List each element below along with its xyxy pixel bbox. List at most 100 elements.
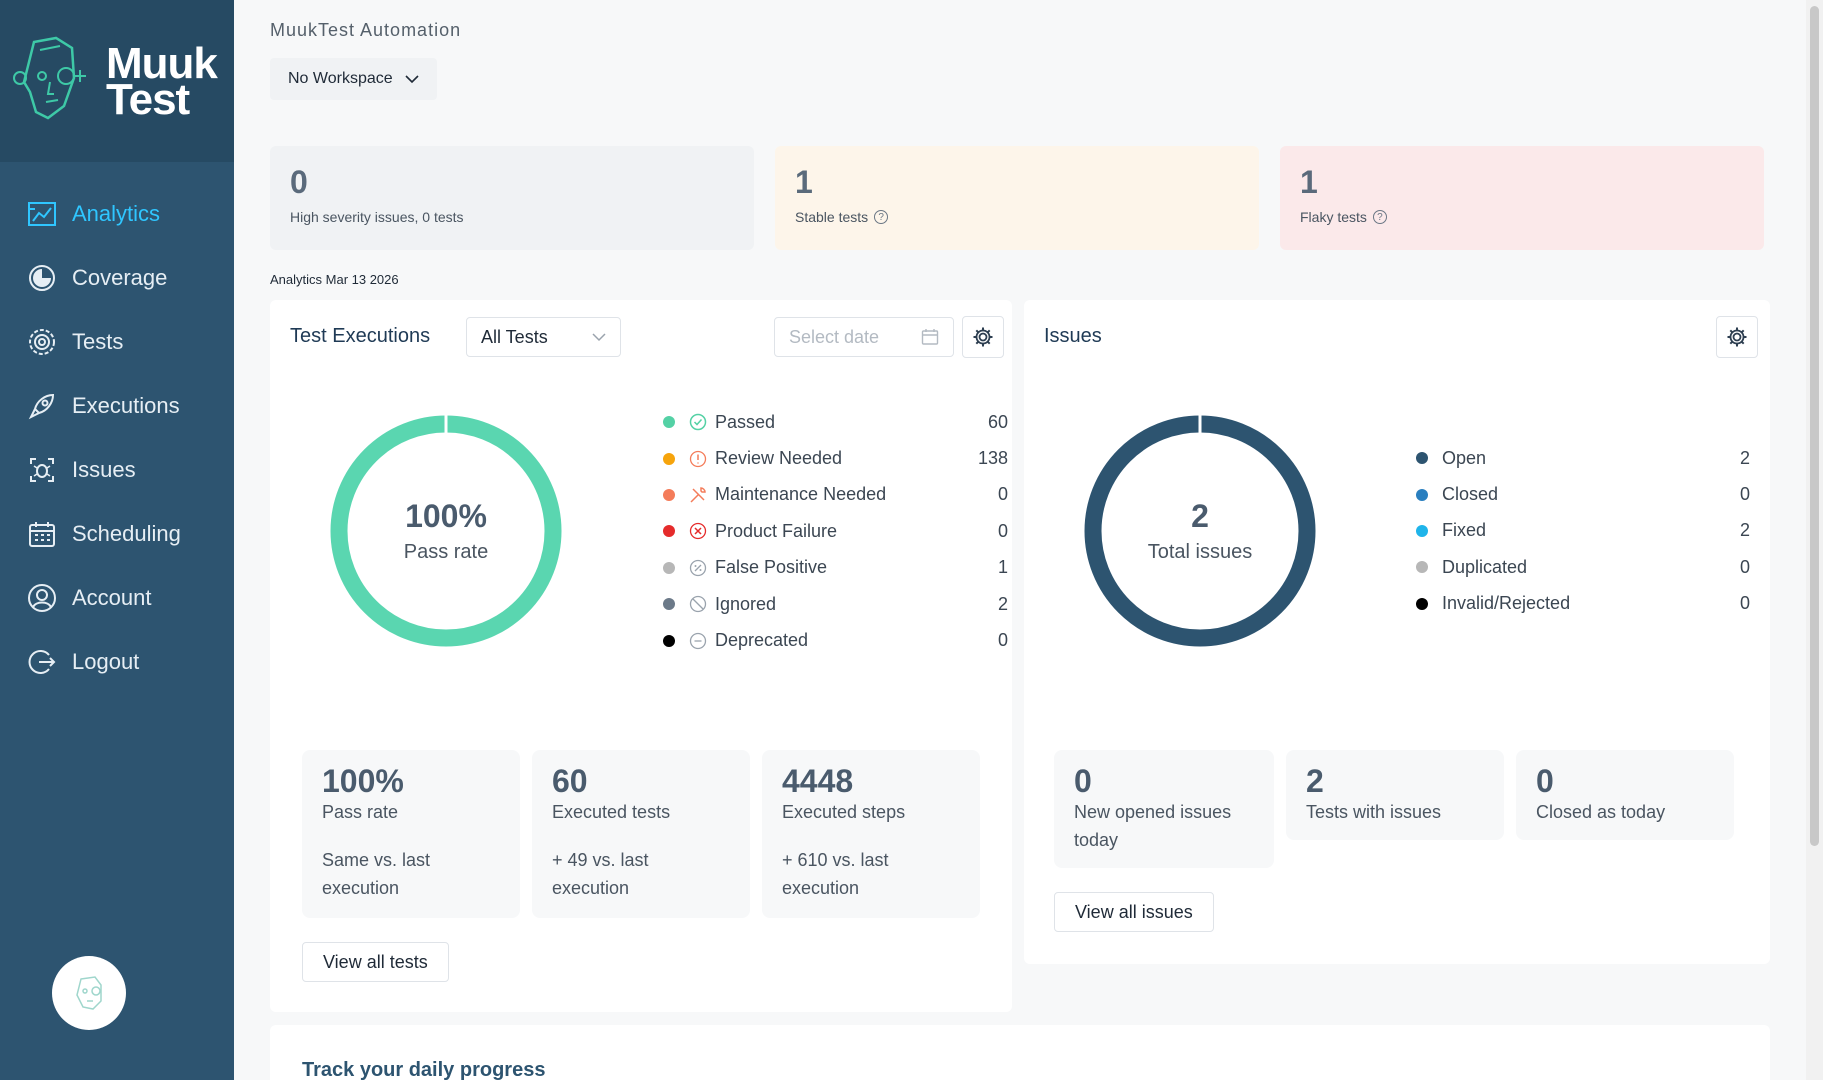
legend-value: 0 xyxy=(1739,593,1750,614)
sidebar-item-logout[interactable]: Logout xyxy=(0,630,234,694)
ban-icon xyxy=(689,595,707,613)
page-title: MuukTest Automation xyxy=(270,20,462,40)
stat-value: 1 xyxy=(1300,164,1318,200)
sidebar-nav: Analytics Coverage Tests Executions Issu… xyxy=(0,182,234,694)
stat-label-text: Stable tests xyxy=(795,209,869,225)
issues-settings-button[interactable] xyxy=(1716,316,1758,358)
legend-dot xyxy=(663,488,675,501)
stat-card-high-severity: 0 High severity issues, 0 tests xyxy=(270,146,754,250)
legend-value: 60 xyxy=(987,411,1008,432)
pass-rate-label: Pass rate xyxy=(403,541,489,563)
legend-value: 2 xyxy=(1739,520,1750,541)
executions-settings-button[interactable] xyxy=(962,316,1004,358)
workspace-select[interactable]: No Workspace xyxy=(270,58,437,100)
kpi-compare: + 49 vs. last execution xyxy=(552,850,649,898)
legend-dot xyxy=(663,525,675,538)
sidebar-item-label: Tests xyxy=(72,329,124,354)
legend-value: 138 xyxy=(977,448,1008,469)
gear-icon xyxy=(1727,327,1747,347)
legend-item-passed: Passed 60 xyxy=(663,404,1008,440)
stat-label: Stable tests? xyxy=(795,209,1239,225)
kpi-pass-rate: 100% Pass rate Same vs. last execution xyxy=(302,750,520,918)
legend-value: 0 xyxy=(997,630,1008,651)
logo[interactable]: Muuk Test xyxy=(0,0,234,162)
muuk-face-logo-icon xyxy=(13,36,86,120)
coverage-icon xyxy=(26,262,58,294)
legend-dot xyxy=(663,561,675,574)
date-picker-placeholder: Select date xyxy=(789,326,880,347)
help-icon[interactable]: ? xyxy=(1372,210,1387,224)
legend-value: 2 xyxy=(1739,447,1750,468)
kpi-label: Closed as today xyxy=(1536,802,1666,822)
kpi-compare: + 610 vs. last execution xyxy=(782,850,889,898)
kpi-value: 100% xyxy=(322,763,404,799)
stat-label-text: High severity issues, 0 tests xyxy=(290,209,464,225)
kpi-executed-tests: 60 Executed tests + 49 vs. last executio… xyxy=(532,750,750,918)
brand-line-1: Muuk xyxy=(106,39,218,88)
kpi-closed-as-today: 0 Closed as today xyxy=(1516,750,1734,840)
stat-label: Flaky tests? xyxy=(1300,209,1744,225)
page-scrollbar[interactable] xyxy=(1806,0,1823,1080)
sidebar-item-tests[interactable]: Tests xyxy=(0,310,234,374)
kpi-label: Executed tests xyxy=(552,802,671,822)
workspace-select-value: No Workspace xyxy=(288,70,393,87)
executions-legend: Passed 60 Review Needed 138 Maintenance … xyxy=(663,404,1008,659)
legend-dot xyxy=(1416,561,1428,574)
sidebar-item-scheduling[interactable]: Scheduling xyxy=(0,502,234,566)
sidebar-item-executions[interactable]: Executions xyxy=(0,374,234,438)
sidebar-item-issues[interactable]: Issues xyxy=(0,438,234,502)
donut-center: 2 Total issues xyxy=(1084,415,1316,647)
legend-dot xyxy=(663,598,675,611)
kpi-value: 4448 xyxy=(782,763,854,799)
issues-panel: Issues 2 Total issues Open 2 Closed xyxy=(1024,300,1770,964)
logout-icon xyxy=(26,646,58,678)
analytics-icon xyxy=(26,198,58,230)
sidebar-item-coverage[interactable]: Coverage xyxy=(0,246,234,310)
stat-card-flaky-tests: 1 Flaky tests? xyxy=(1280,146,1764,250)
view-all-issues-button[interactable]: View all issues xyxy=(1054,892,1214,932)
tools-icon xyxy=(689,486,707,504)
kpi-label: Tests with issues xyxy=(1306,802,1442,822)
main-content: MuukTest Automation No Workspace 0 High … xyxy=(234,0,1800,1080)
legend-label: Ignored xyxy=(715,593,777,614)
pass-rate-value: 100% xyxy=(405,498,487,534)
legend-item-false-positive: False Positive 1 xyxy=(663,550,1008,586)
pass-rate-ring xyxy=(330,415,562,647)
legend-label: Deprecated xyxy=(715,630,809,651)
kpi-label: Executed steps xyxy=(782,802,906,822)
date-picker[interactable]: Select date xyxy=(774,317,954,357)
help-icon[interactable]: ? xyxy=(874,210,889,224)
legend-value: 0 xyxy=(997,484,1008,505)
legend-item-duplicated: Duplicated 0 xyxy=(1416,549,1750,585)
chevron-down-icon xyxy=(592,333,606,342)
kpi-value: 60 xyxy=(552,763,588,799)
user-icon xyxy=(26,582,58,614)
avatar[interactable] xyxy=(52,956,126,1030)
legend-dot xyxy=(1416,488,1428,501)
kpi-value: 0 xyxy=(1074,763,1092,799)
sidebar-item-label: Scheduling xyxy=(72,521,181,546)
legend-label: Invalid/Rejected xyxy=(1442,593,1571,614)
view-all-tests-button[interactable]: View all tests xyxy=(302,942,449,982)
legend-label: False Positive xyxy=(715,557,828,578)
sidebar-item-account[interactable]: Account xyxy=(0,566,234,630)
kpi-label: Pass rate xyxy=(322,802,399,822)
legend-item-product-failure: Product Failure 0 xyxy=(663,513,1008,549)
kpi-tests-with-issues: 2 Tests with issues xyxy=(1286,750,1504,840)
sidebar-item-analytics[interactable]: Analytics xyxy=(0,182,234,246)
legend-item-invalid-rejected: Invalid/Rejected 0 xyxy=(1416,586,1750,622)
brand-line-2: Test xyxy=(106,75,190,124)
total-issues-donut: 2 Total issues xyxy=(1084,415,1316,647)
alert-circle-icon xyxy=(689,450,707,468)
legend-dot xyxy=(1416,597,1428,610)
legend-dot xyxy=(663,634,675,647)
gear-icon xyxy=(973,327,993,347)
test-filter-select[interactable]: All Tests xyxy=(466,317,621,357)
brand-name: Muuk Test xyxy=(106,39,218,124)
issues-legend: Open 2 Closed 0 Fixed 2 Duplicated 0 Inv… xyxy=(1416,440,1750,622)
pass-rate-donut: 100% Pass rate xyxy=(330,415,562,647)
sidebar-item-label: Coverage xyxy=(72,265,168,290)
legend-dot xyxy=(663,416,675,429)
scrollbar-thumb[interactable] xyxy=(1810,6,1819,846)
kpi-label: New opened issues today xyxy=(1074,802,1232,850)
